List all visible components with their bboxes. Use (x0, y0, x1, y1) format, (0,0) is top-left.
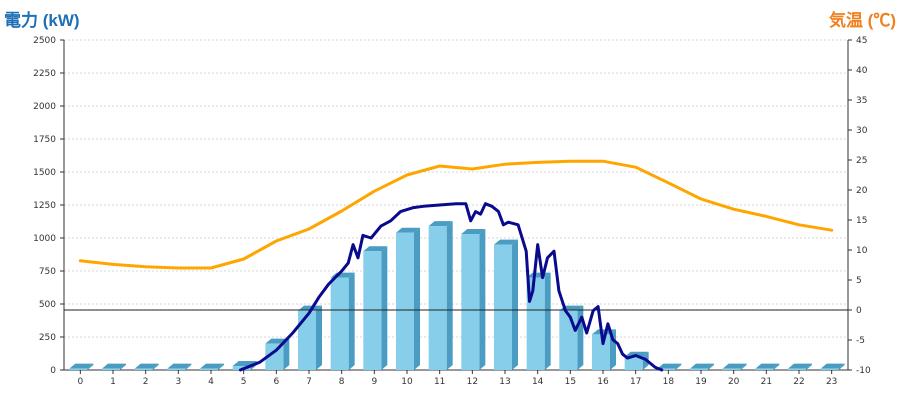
bar (722, 363, 747, 370)
right-axis-title: 気温 (℃) (828, 11, 896, 30)
x-tick-label: 4 (208, 377, 214, 387)
right-tick-label: -10 (856, 366, 871, 376)
bar (330, 272, 355, 370)
x-tick-label: 1 (110, 377, 116, 387)
right-tick-label: 35 (856, 96, 867, 106)
bar (102, 363, 126, 370)
left-tick-label: 1750 (33, 135, 56, 145)
temperature-line (78, 159, 834, 270)
x-tick-label: 19 (695, 377, 707, 387)
x-tick-label: 7 (306, 377, 312, 387)
x-tick-label: 23 (826, 377, 837, 387)
x-tick-label: 9 (371, 377, 377, 387)
right-tick-label: 5 (856, 276, 862, 286)
bar (755, 363, 780, 370)
left-tick-label: 1000 (33, 234, 56, 244)
left-axis-title: 電力 (kW) (4, 11, 80, 30)
x-tick-label: 22 (793, 377, 804, 387)
bar (396, 227, 420, 370)
bar (559, 305, 584, 370)
bar (200, 363, 224, 370)
right-tick-label: 20 (856, 186, 868, 196)
x-tick-label: 3 (175, 377, 181, 387)
bar (657, 363, 682, 370)
x-tick-label: 13 (499, 377, 510, 387)
right-tick-label: 30 (856, 126, 868, 136)
bar (265, 338, 290, 370)
x-tick-label: 0 (77, 377, 83, 387)
left-tick-label: 2500 (33, 36, 56, 46)
bar (526, 272, 551, 370)
right-tick-label: 40 (856, 66, 868, 76)
x-tick-label: 21 (761, 377, 772, 387)
x-tick-label: 14 (532, 377, 544, 387)
bar (363, 246, 388, 370)
left-tick-label: 2250 (33, 69, 56, 79)
x-tick-label: 12 (467, 377, 478, 387)
x-tick-label: 18 (663, 377, 675, 387)
bar (134, 363, 159, 370)
bar (494, 239, 518, 370)
right-tick-label: 0 (856, 306, 862, 316)
bar (788, 363, 812, 370)
x-tick-label: 15 (565, 377, 576, 387)
right-tick-label: -5 (856, 336, 865, 346)
bar (428, 221, 453, 370)
x-tick-label: 11 (434, 377, 445, 387)
left-tick-label: 250 (39, 333, 56, 343)
left-tick-label: 1500 (33, 168, 56, 178)
left-tick-label: 2000 (33, 102, 56, 112)
x-tick-label: 5 (241, 377, 247, 387)
power-line (238, 202, 664, 372)
right-tick-label: 10 (856, 246, 868, 256)
x-tick-label: 2 (143, 377, 149, 387)
x-tick-label: 10 (401, 377, 413, 387)
right-tick-label: 45 (856, 36, 867, 46)
left-tick-label: 1250 (33, 201, 56, 211)
right-tick-label: 15 (856, 216, 867, 226)
x-tick-label: 8 (339, 377, 345, 387)
x-tick-label: 16 (597, 377, 609, 387)
x-tick-label: 17 (630, 377, 641, 387)
bar (690, 363, 714, 370)
x-tick-label: 20 (728, 377, 740, 387)
left-tick-label: 0 (50, 366, 56, 376)
right-tick-label: 25 (856, 156, 867, 166)
x-tick-label: 6 (273, 377, 279, 387)
bar (461, 229, 486, 370)
left-tick-label: 750 (39, 267, 56, 277)
bar (167, 363, 192, 370)
bar (69, 363, 94, 370)
left-tick-label: 500 (39, 300, 56, 310)
bar (820, 363, 845, 370)
bar (298, 305, 322, 370)
